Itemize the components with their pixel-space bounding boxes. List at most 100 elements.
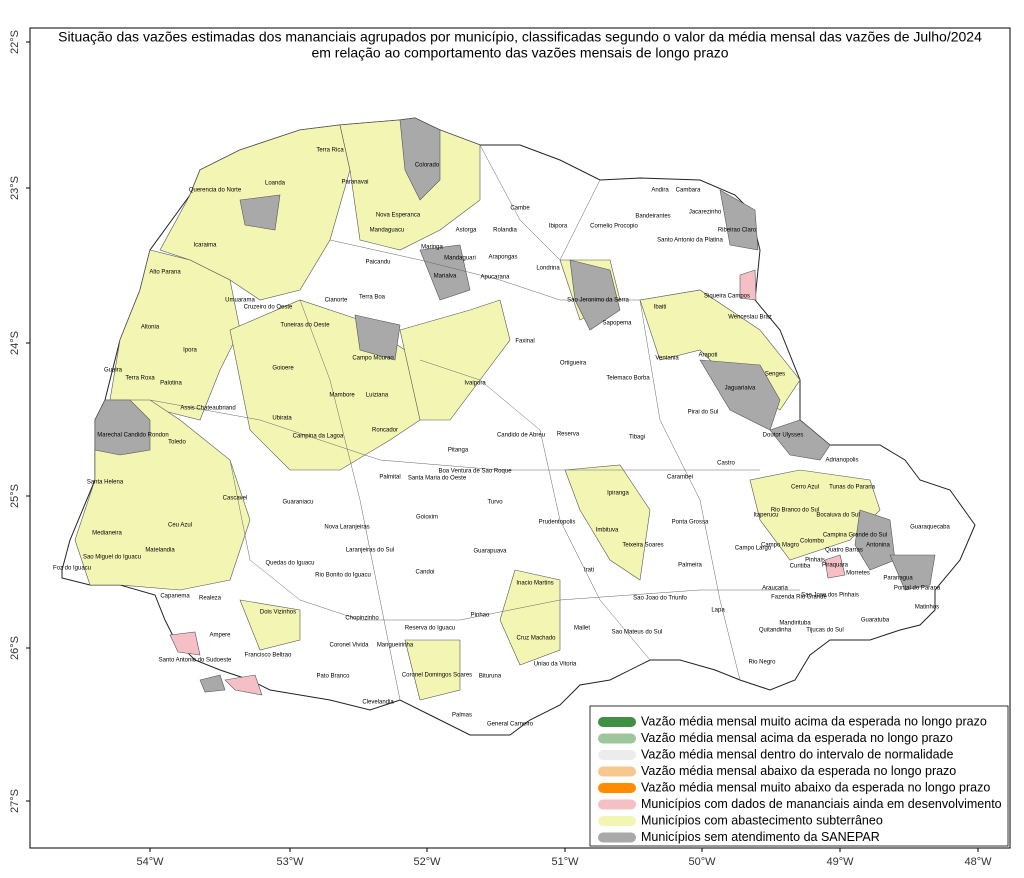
municipality-label: Reserva do Iguacu — [405, 626, 455, 632]
municipality-label: Cruz Machado — [516, 636, 556, 642]
municipality-label: Ampere — [209, 633, 231, 639]
municipality-label: Jacarezinho — [689, 210, 722, 216]
municipality-label: Cerro Azul — [791, 485, 819, 491]
municipality-label: Nova Laranjeiras — [324, 525, 369, 531]
municipality-label: Tibagi — [629, 435, 645, 441]
municipality-label: Altonia — [141, 325, 160, 331]
municipality-label: Ipiranga — [607, 491, 629, 497]
municipality-label: Goioere — [272, 366, 294, 372]
legend-label: Vazão média mensal acima da esperada no … — [641, 731, 953, 745]
x-tick-label: 53°W — [276, 856, 304, 868]
municipality-label: Marialva — [434, 274, 457, 280]
legend-swatch — [598, 766, 636, 777]
municipality-label: Ubirata — [272, 416, 292, 422]
y-tick-label: 22°S — [9, 30, 21, 54]
municipality-label: Lapa — [711, 608, 725, 614]
municipality-label: Ponta Grossa — [672, 520, 709, 526]
municipality-label: Colorado — [415, 163, 440, 169]
municipality-label: Marechal Candido Rondon — [97, 433, 168, 439]
municipality-label: Faxinal — [515, 339, 534, 345]
municipality-label: Roncador — [372, 428, 398, 434]
municipality-label: Palmital — [379, 475, 400, 481]
y-tick-label: 23°S — [9, 176, 21, 200]
municipality-label: Tijucas do Sul — [806, 628, 843, 634]
legend-items: Vazão média mensal muito acima da espera… — [598, 714, 1002, 844]
municipality-label: Mandaguacu — [370, 228, 405, 234]
municipality-label: Medianeira — [92, 531, 122, 537]
legend-swatch — [598, 832, 636, 843]
municipality-label: Campo Mourao — [352, 356, 394, 362]
municipality-label: Andira — [651, 188, 669, 194]
municipality-label: Itaperucu — [753, 513, 778, 519]
x-tick-label: 51°W — [551, 856, 579, 868]
municipality-label: Fazenda Rio Grande — [771, 595, 827, 601]
municipality-label: Paranagua — [883, 576, 913, 582]
title-line: em relação ao comportamento das vazões m… — [311, 45, 728, 61]
municipality-label: Rio Bonito do Iguacu — [315, 573, 371, 579]
municipality-label: Coronel Domingos Soares — [402, 673, 472, 679]
municipality-label: Castro — [717, 461, 735, 467]
municipality-label: Coronel Vivida — [330, 643, 370, 649]
municipality-label: Francisco Beltrao — [245, 653, 292, 659]
municipality-label: Capanema — [160, 594, 190, 600]
municipality-label: Boa Ventura de Sao Roque — [438, 469, 512, 475]
y-tick-label: 25°S — [9, 484, 21, 508]
municipality-label: Ventania — [655, 356, 679, 362]
municipality-label: Guaraquecaba — [910, 525, 950, 531]
state-map — [61, 117, 976, 736]
municipality-label: Goioxim — [416, 515, 438, 521]
municipality-label: Pirai do Sul — [688, 410, 719, 416]
legend-label: Vazão média mensal muito abaixo da esper… — [641, 780, 990, 794]
municipality-label: Alto Parana — [149, 270, 181, 276]
municipality-label: Laranjeiras do Sul — [346, 548, 394, 554]
legend-swatch — [598, 783, 636, 793]
municipality-label: Toledo — [168, 440, 186, 446]
x-tick-label: 52°W — [413, 856, 441, 868]
municipality-label: Ortigueira — [560, 361, 587, 367]
legend-box — [589, 705, 1009, 847]
municipality-label: Teixeira Soares — [622, 543, 663, 549]
municipality-label: Santa Helena — [87, 480, 124, 486]
municipality-label: Cruzeiro do Oeste — [244, 305, 293, 311]
municipality-label: Palmeira — [678, 563, 702, 569]
municipality-label: Cambara — [676, 188, 701, 194]
y-tick-label: 26°S — [9, 636, 21, 660]
municipality-label: Guaratuba — [861, 618, 890, 624]
municipality-label: Realeza — [199, 596, 222, 602]
municipality-label: Mambore — [329, 393, 355, 399]
municipality-label: Quedas do Iguacu — [265, 561, 314, 567]
municipality-label: Palotina — [160, 381, 182, 387]
x-tick-label: 49°W — [826, 856, 854, 868]
municipality-label: Guaraniacu — [282, 500, 313, 506]
municipality-label: Morretes — [846, 571, 870, 577]
x-tick-label: 54°W — [136, 856, 164, 868]
municipality-label: Londrina — [536, 266, 560, 272]
municipality-label: Cascavel — [223, 496, 248, 502]
municipality-label: Pato Branco — [316, 674, 350, 680]
municipality-label: Paicandu — [365, 260, 390, 266]
municipality-label: Terra Rica — [316, 148, 344, 154]
legend: Vazão média mensal muito acima da espera… — [589, 705, 1009, 847]
municipality-label: Antonina — [866, 543, 890, 549]
municipality-label: Luiziana — [366, 393, 389, 399]
municipality-label: Rio Negro — [748, 660, 776, 666]
title-line: Situação das vazões estimadas dos mananc… — [58, 29, 982, 45]
legend-swatch — [598, 717, 636, 727]
municipality-label: Mallet — [574, 626, 590, 632]
municipality-label: Maringa — [421, 245, 443, 251]
municipality-label: Sao Mateus do Sul — [612, 630, 663, 636]
municipality-label: Ribeirao Claro — [718, 228, 757, 234]
municipality-label: Loanda — [265, 181, 286, 187]
municipality-label: Colombo — [800, 539, 825, 545]
x-tick-label: 48°W — [964, 856, 992, 868]
municipality-label: Ivaipora — [464, 381, 486, 387]
municipality-label: Pinhao — [471, 613, 490, 619]
municipality-label: Araucaria — [762, 586, 788, 592]
municipality-label: Bandeirantes — [635, 214, 670, 220]
municipality-label: Campina da Lagoa — [293, 434, 344, 440]
legend-swatch — [598, 733, 636, 744]
municipality-label: Sao Jose dos Pinhais — [801, 593, 859, 599]
municipality-label: Matelandia — [145, 548, 175, 554]
municipality-label: Pontal do Parana — [894, 586, 941, 592]
